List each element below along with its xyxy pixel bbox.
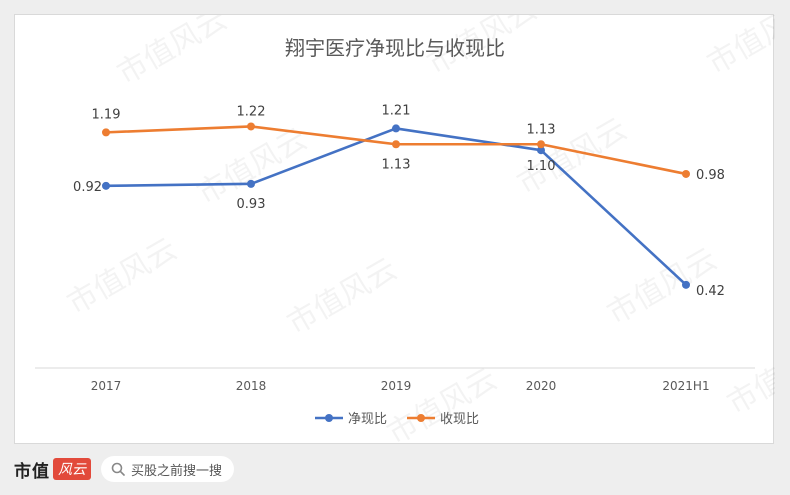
legend-swatch-marker (417, 414, 425, 422)
data-point (102, 181, 110, 190)
chart-title: 翔宇医疗净现比与收现比 (285, 36, 505, 60)
data-label: 1.21 (382, 103, 411, 118)
logo-text: 市值 (14, 461, 50, 482)
series-layer: 0.92 0.93 1.21 1.10 0.42 1.19 1.22 1.13 1.13 0.98 (73, 103, 725, 298)
x-tick-label: 2019 (381, 379, 412, 393)
data-point (392, 124, 400, 133)
legend: 净现比 收现比 (315, 412, 479, 427)
footer-bar: 市值 风云 买股之前搜一搜 (14, 452, 414, 486)
data-point (247, 122, 255, 131)
data-point (682, 169, 690, 178)
data-label: 0.92 (73, 180, 102, 195)
search-box[interactable]: 买股之前搜一搜 (101, 456, 235, 482)
line-chart: 市值风云市值风云市值风云市值风云市值风云市值风云市值风云市值风云市值风云市值风云… (35, 15, 776, 445)
legend-label: 收现比 (440, 412, 479, 427)
data-label: 1.22 (237, 104, 266, 119)
x-tick-label: 2017 (91, 379, 122, 393)
data-point (537, 140, 545, 149)
x-axis-ticks: 2017 2018 2019 2020 2021H1 (91, 379, 710, 393)
data-point (537, 146, 545, 155)
search-placeholder: 买股之前搜一搜 (131, 463, 223, 479)
data-label: 0.42 (696, 284, 725, 299)
legend-label: 净现比 (348, 412, 387, 427)
data-point (102, 128, 110, 137)
data-label: 1.10 (527, 159, 556, 174)
x-tick-label: 2018 (236, 379, 267, 393)
data-label: 1.19 (92, 107, 121, 122)
chart-panel: 市值风云市值风云市值风云市值风云市值风云市值风云市值风云市值风云市值风云市值风云… (14, 14, 776, 445)
data-point (682, 280, 690, 289)
logo-mark: 风云 (53, 458, 91, 480)
x-tick-label: 2020 (526, 379, 557, 393)
legend-swatch-marker (325, 414, 333, 422)
data-label: 0.93 (237, 197, 266, 212)
brand-logo: 市值 风云 (14, 454, 91, 484)
data-point (392, 140, 400, 149)
data-label: 0.98 (696, 168, 725, 183)
data-label: 1.13 (527, 122, 556, 137)
x-tick-label: 2021H1 (662, 379, 709, 393)
data-point (247, 179, 255, 188)
data-label: 1.13 (382, 157, 411, 172)
search-icon (111, 462, 125, 476)
